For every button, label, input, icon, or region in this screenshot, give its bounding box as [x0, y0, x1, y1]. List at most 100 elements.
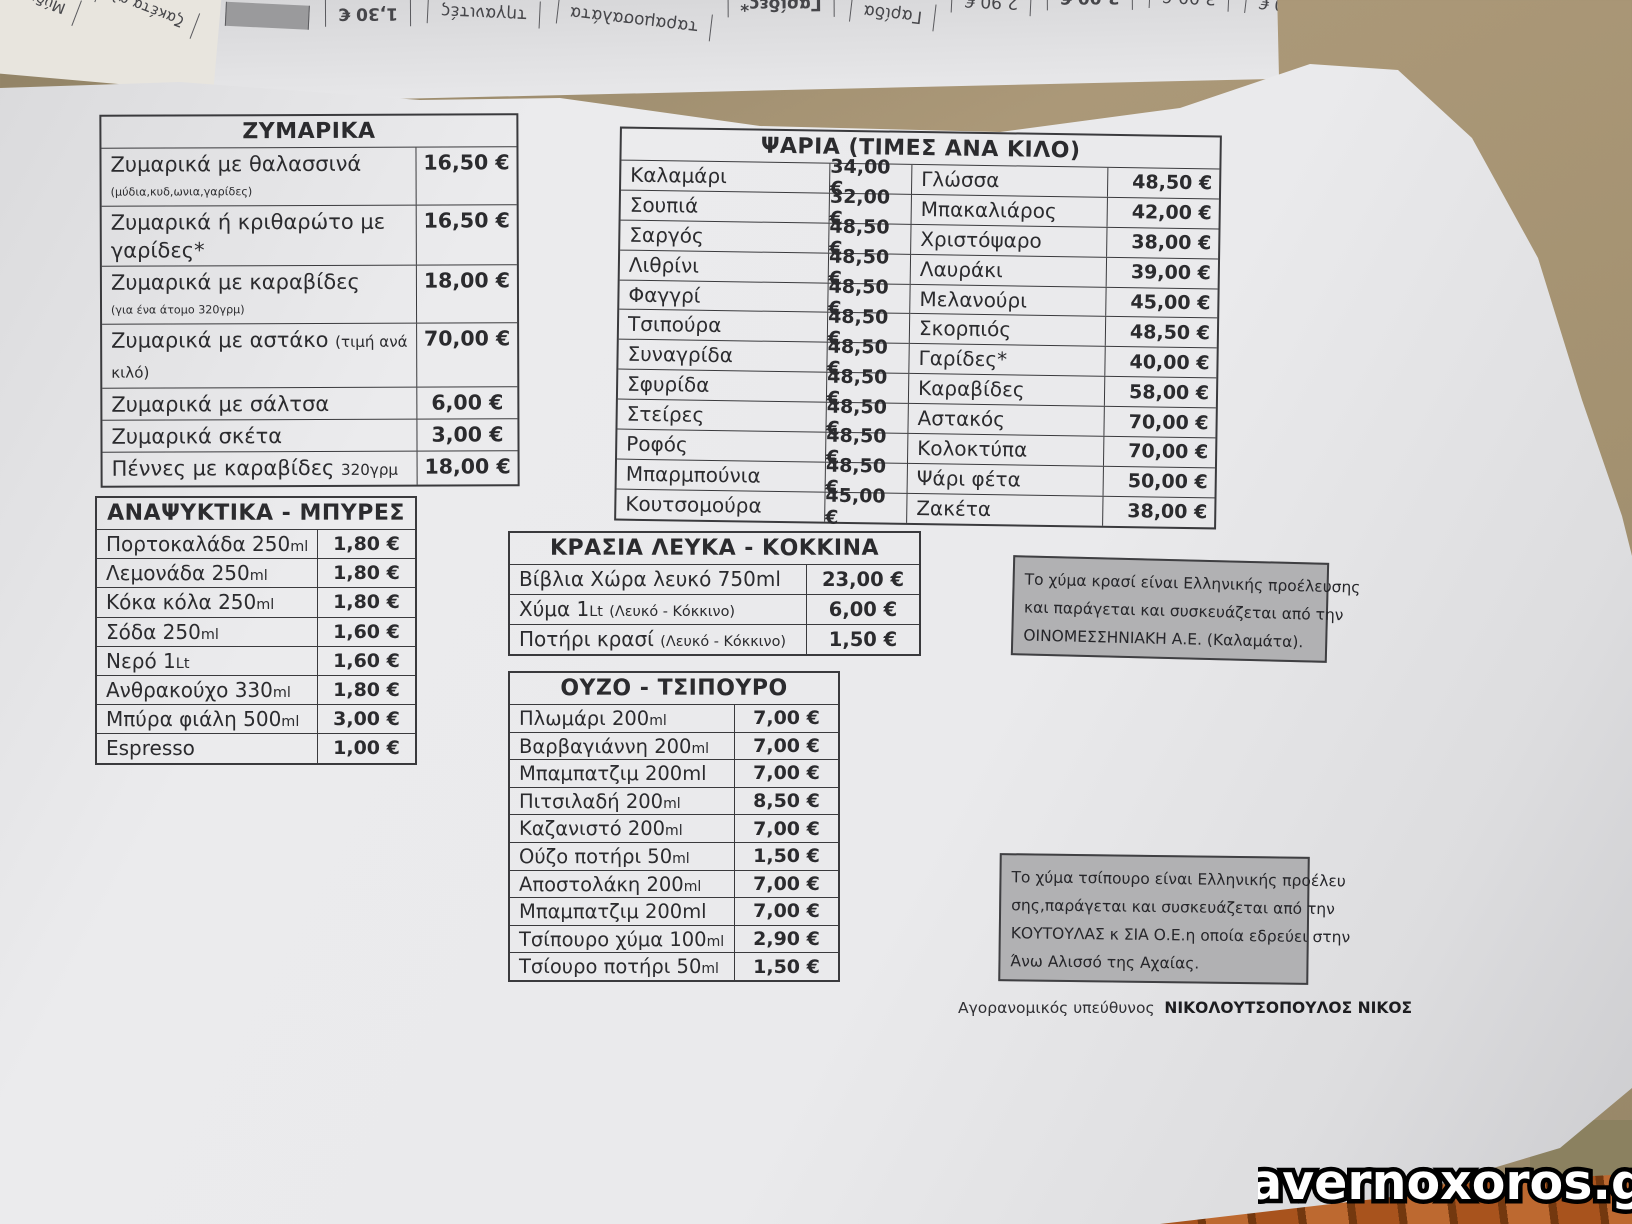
background-text-fragment: Γαρίδες* — [726, 0, 835, 18]
background-menu-fragments-left: Μύδια χ ζακέτα αλ — [0, 0, 208, 39]
fish-left-column: Καλαμάρι 34,00 € Σουπιά 32,00 € Σαργός 48,50 … — [616, 156, 912, 530]
menu-item-price: 38,00 € — [1131, 231, 1212, 255]
menu-item-name: Μπύρα φιάλη 500ml — [97, 705, 318, 734]
table-title-wines: ΚΡΑΣΙΑ ΛΕΥΚΑ - ΚΟΚΚΙΝΑ — [549, 536, 880, 561]
menu-row: Τσίουρο ποτήρι 50ml 1,50 € — [510, 952, 838, 980]
menu-item-price: 3,00 € — [333, 708, 400, 731]
background-text-fragment — [224, 1, 310, 30]
menu-row: Πιτσιλαδή 200ml 8,50 € — [510, 786, 838, 815]
background-text-fragment: ταραμοσαλάτα — [554, 0, 713, 42]
menu-item-name: Τσίπουρο χύμα 100ml — [510, 925, 735, 953]
menu-item-name: Ζακέτα — [907, 493, 1104, 526]
menu-item-price: 70,00 € — [1128, 410, 1209, 434]
menu-item-price: 45,00 € — [1130, 291, 1211, 315]
menu-item-name: Ζυμαρικά ή κριθαρώτο με γαρίδες* — [101, 205, 417, 266]
watermark-text: tavernoxoros.gr — [1258, 1154, 1632, 1211]
menu-item-price: 18,00 € — [423, 268, 511, 293]
menu-item-name: Αστακός — [908, 403, 1105, 436]
menu-row: Espresso 1,00 € — [97, 733, 415, 763]
menu-item-name: Φαγγρί — [619, 280, 829, 313]
menu-item-price: 7,00 € — [753, 900, 820, 923]
menu-item-name: Συναγρίδα — [618, 339, 828, 372]
menu-item-name: Μπακαλιάρος — [911, 194, 1108, 227]
menu-item-name: Μπαμπατζιμ 200ml — [510, 760, 735, 787]
menu-row: Τσίπουρο χύμα 100ml 2,90 € — [510, 924, 838, 953]
menu-item-price: 1,60 € — [333, 620, 400, 643]
market-inspector-label: Αγορανομικός υπεύθυνος — [958, 999, 1155, 1017]
wines-rows: Βίβλια Χώρα λευκό 750ml 23,00 € Χύμα 1Lt (… — [510, 564, 919, 654]
menu-row: Σκορπιός 48,50 € — [909, 313, 1218, 348]
market-inspector-name: ΝΙΚΟΛΟΥΤΣΟΠΟΥΛΟΣ ΝΙΚΟΣ — [1164, 999, 1413, 1017]
menu-row: Ούζο ποτήρι 50ml 1,50 € — [510, 841, 838, 870]
menu-row: Ζυμαρικά ή κριθαρώτο με γαρίδες* 16,50 € — [101, 204, 517, 266]
menu-item-price: 18,00 € — [424, 454, 511, 479]
menu-row: Βίβλια Χώρα λευκό 750ml 23,00 € — [510, 564, 919, 594]
background-menu-fragments: Μύδια1,30 €τηγανιτέςταραμοσαλάταΓαρίδες*… — [123, 0, 1280, 48]
menu-item-name: Βαρβαγιάννη 200ml — [510, 732, 735, 760]
menu-item-name: Πορτοκαλάδα 250ml — [97, 530, 318, 559]
menu-item-name: Σουπιά — [620, 190, 830, 223]
menu-row: Γαρίδες* 40,00 € — [909, 343, 1217, 378]
background-text-fragment: 3,00 € — [1047, 0, 1134, 11]
menu-item-name: Μπαρμπούνια — [616, 459, 826, 492]
background-text-fragment: 1,30 € — [1244, 0, 1280, 23]
note-line: ΟΙΝΟΜΕΣΣΗΝΙΑΚΗ Α.Ε. (Καλαμάτα). — [1023, 626, 1304, 652]
menu-item-price: 7,00 € — [753, 734, 820, 757]
menu-item-price: 45,00 € — [825, 484, 886, 530]
menu-item-note: (μύδια,κυδ,ωνια,γαρίδες) — [110, 185, 253, 199]
menu-row: Πορτοκαλάδα 250ml 1,80 € — [97, 529, 415, 559]
menu-row: Χριστόψαρο 38,00 € — [911, 223, 1219, 259]
background-text-fragment: τηγανιτές — [426, 0, 541, 29]
pasta-rows: Ζυμαρικά με θαλασσινά (μύδια,κυδ,ωνια,γαρ… — [101, 146, 518, 486]
menu-item-name: Ζυμαρικά με σάλτσα — [102, 387, 418, 420]
menu-row: Χύμα 1Lt (Λευκό - Κόκκινο) 6,00 € — [510, 594, 919, 624]
menu-item-price: 7,00 € — [753, 817, 820, 840]
menu-item-name: Στείρες — [617, 399, 827, 432]
menu-row: Ζυμαρικά με αστάκο (τιμή ανά κιλό) 70,00 … — [102, 322, 518, 388]
wines-price-table: ΚΡΑΣΙΑ ΛΕΥΚΑ - ΚΟΚΚΙΝΑ Βίβλια Χώρα λευκό… — [508, 531, 921, 656]
table-title-ouzo: ΟΥΖΟ - ΤΣΙΠΟΥΡΟ — [560, 676, 788, 701]
menu-row: Μπύρα φιάλη 500ml 3,00 € — [97, 704, 415, 734]
menu-row: Μπαμπατζιμ 200ml 7,00 € — [510, 897, 838, 925]
menu-item-name: Espresso — [97, 734, 318, 763]
menu-item-name: Ούζο ποτήρι 50ml — [510, 842, 735, 870]
menu-item-price: 1,80 € — [333, 533, 400, 556]
menu-item-name: Ζυμαρικά σκέτα — [102, 419, 418, 452]
menu-item-name: Κόκα κόλα 250ml — [97, 588, 318, 617]
menu-item-price: 39,00 € — [1130, 261, 1212, 285]
menu-row: Λαυράκι 39,00 € — [910, 253, 1219, 289]
menu-row: Ζακέτα 38,00 € — [907, 492, 1215, 528]
menu-row: Νερό 1Lt 1,60 € — [97, 645, 415, 675]
menu-row: Μπακαλιάρος 42,00 € — [911, 193, 1219, 229]
menu-row: Λεμονάδα 250ml 1,80 € — [97, 558, 415, 588]
menu-item-note: (για ένα άτομο 320γρμ) — [111, 303, 245, 317]
menu-item-price: 16,50 € — [423, 208, 510, 233]
menu-row: Μελανούρι 45,00 € — [910, 283, 1218, 318]
menu-item-name: Σκορπιός — [909, 314, 1107, 347]
menu-item-name: Καλαμάρι — [621, 160, 831, 193]
menu-item-name: Τσιπούρα — [618, 310, 829, 343]
menu-row: Αστακός 70,00 € — [908, 402, 1216, 438]
ouzo-price-table: ΟΥΖΟ - ΤΣΙΠΟΥΡΟ Πλωμάρι 200ml 7,00 € Βαρβα… — [508, 671, 840, 982]
drinks-price-table: ΑΝΑΨΥΚΤΙΚΑ - ΜΠΥΡΕΣ Πορτοκαλάδα 250ml 1,8… — [95, 496, 417, 765]
background-text-fragment: Μύδια χ — [0, 0, 82, 26]
fish-right-column: Γλώσσα 48,50 € Μπακαλιάρος 42,00 € Χριστόψαρ… — [906, 163, 1220, 528]
menu-row: Ζυμαρικά με θαλασσινά (μύδια,κυδ,ωνια,γαρ… — [101, 146, 517, 206]
menu-item-price: 1,50 € — [828, 628, 898, 651]
menu-item-name: Ροφός — [617, 429, 827, 462]
menu-item-price: 2,90 € — [753, 928, 820, 951]
menu-item-name: Λιθρίνι — [619, 250, 830, 283]
menu-row: Βαρβαγιάννη 200ml 7,00 € — [510, 731, 838, 760]
menu-item-price: 1,80 € — [333, 679, 400, 702]
menu-row: Πλωμάρι 200ml 7,00 € — [510, 704, 838, 732]
menu-item-name: Σαργός — [620, 220, 830, 253]
menu-item-name: Πέννες με καραβίδες 320γρμ — [102, 451, 418, 486]
menu-row: Κολοκτύπα 70,00 € — [907, 432, 1216, 468]
fish-columns: Καλαμάρι 34,00 € Σουπιά 32,00 € Σαργός 48,50 … — [616, 156, 1220, 530]
menu-row: Αποστολάκη 200ml 7,00 € — [510, 869, 838, 898]
menu-item-name: Γλώσσα — [911, 164, 1109, 197]
pasta-price-table: ΖΥΜΑΡΙΚΑ Ζυμαρικά με θαλασσινά (μύδια,κυδ… — [99, 113, 520, 488]
menu-item-name: Τσίουρο ποτήρι 50ml — [510, 953, 735, 980]
menu-item-name: Πιτσιλαδή 200ml — [510, 787, 735, 815]
